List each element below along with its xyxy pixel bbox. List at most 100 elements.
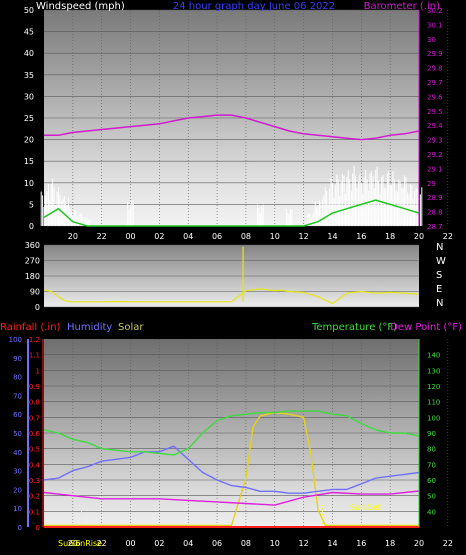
compass-label: N xyxy=(436,242,443,253)
wind-tick-label: 5 xyxy=(29,200,34,209)
humidity-tick-label: 0 xyxy=(18,524,22,532)
rain-tick-label: 0.3 xyxy=(29,477,40,485)
date-marker-label: Sun 5 xyxy=(58,539,81,548)
temp-tick-label: 100 xyxy=(427,414,440,422)
humidity-tick-label: 100 xyxy=(9,336,22,344)
wind-axes: 0 5 10 15 20 25 30 35 40 45 50 20 22 00 02 04 06 08 10 12 14… xyxy=(24,6,453,241)
wind-x-tick-label: 22 xyxy=(443,232,453,241)
solar-axis-label: Solar xyxy=(118,322,144,333)
barometer-line xyxy=(44,114,420,141)
barometer-tick-label: 29 xyxy=(427,180,436,188)
wind-tick-label: 45 xyxy=(24,28,34,37)
barometer-tick-label: 28.7 xyxy=(427,223,443,231)
wind-x-tick-label: 08 xyxy=(241,232,251,241)
direction-tick-label: 180 xyxy=(25,272,40,281)
barometer-tick-label: 29.1 xyxy=(427,165,443,173)
wind-average-line xyxy=(43,199,420,227)
barometer-axis-label: Barometer (.in) xyxy=(364,1,440,12)
wind-x-tick-label: 14 xyxy=(327,232,337,241)
humidity-tick-label: 20 xyxy=(13,486,22,494)
rain-tick-label: 0.6 xyxy=(29,430,41,438)
rain-tick-label: 1.2 xyxy=(29,336,40,344)
wind-axis-label: Windspeed (mph) xyxy=(36,1,125,12)
rain-tick-label: 0.7 xyxy=(29,414,40,422)
wind-tick-label: 35 xyxy=(24,71,34,80)
humidity-tick-label: 10 xyxy=(13,505,22,513)
temp-tick-label: 70 xyxy=(427,461,436,469)
temp-tick-label: 110 xyxy=(427,399,440,407)
compass-label: N xyxy=(436,298,443,309)
temp-x-tick-label: 02 xyxy=(154,539,164,548)
humidity-tick-label: 80 xyxy=(13,374,22,382)
temp-tick-label: 90 xyxy=(427,430,436,438)
humidity-tick-label: 30 xyxy=(13,468,22,476)
sunrise-label: SunRise xyxy=(70,539,102,548)
barometer-tick-label: 29.4 xyxy=(427,122,443,130)
temp-x-tick-label: 06 xyxy=(212,539,222,548)
temp-x-tick-label: 22 xyxy=(443,539,453,548)
temp-tick-label: 50 xyxy=(427,493,436,501)
humidity-tick-label: 70 xyxy=(13,392,22,400)
dewpoint-line xyxy=(43,490,420,506)
barometer-tick-label: 29.7 xyxy=(427,79,443,87)
direction-tick-label: 0 xyxy=(35,303,40,312)
temp-tick-label: 40 xyxy=(427,508,436,516)
solar-line xyxy=(44,411,419,527)
wind-tick-label: 20 xyxy=(24,136,34,145)
humidity-tick-label: 50 xyxy=(13,430,22,438)
temp-x-tick-label: 04 xyxy=(183,539,193,548)
temp-tick-label: 140 xyxy=(427,352,440,360)
temp-x-tick-label: 12 xyxy=(299,539,309,548)
temp-x-tick-label: 08 xyxy=(241,539,251,548)
humidity-tick-label: 90 xyxy=(13,355,22,363)
temp-x-tick-label: 18 xyxy=(385,539,395,548)
wind-tick-label: 0 xyxy=(29,222,34,231)
direction-tick-label: 90 xyxy=(30,288,40,297)
temp-tick-label: 130 xyxy=(427,367,440,375)
temp-x-tick-label: 20 xyxy=(68,539,78,548)
barometer-tick-label: 29.9 xyxy=(427,50,443,58)
wind-x-tick-label: 10 xyxy=(270,232,280,241)
chart-title: 24 hour graph day June 06 2022 xyxy=(173,1,335,12)
barometer-tick-label: 29.8 xyxy=(427,65,443,73)
compass-label: S xyxy=(436,270,442,281)
rainfall-axis-label: Rainfall (.in) xyxy=(0,322,61,333)
barometer-tick-label: 29.3 xyxy=(427,137,443,145)
temp-tick-label: 60 xyxy=(427,477,436,485)
direction-grid xyxy=(44,244,419,308)
barometer-tick-label: 29.2 xyxy=(427,151,443,159)
temp-x-tick-label: 20 xyxy=(414,539,424,548)
rain-tick-label: 0.2 xyxy=(29,493,40,501)
humidity-axis-label: Humidity xyxy=(67,322,112,333)
rain-tick-label: 1 xyxy=(36,367,40,375)
sunset-label: Sun Set xyxy=(350,503,381,512)
temp-tick-label: 80 xyxy=(427,446,436,454)
barometer-tick-label: 28.8 xyxy=(427,209,443,217)
wind-x-tick-label: 04 xyxy=(183,232,193,241)
rain-tick-label: 1.1 xyxy=(29,352,40,360)
wind-x-tick-label: 20 xyxy=(414,232,424,241)
barometer-tick-label: 29.6 xyxy=(427,93,443,101)
wind-tick-label: 10 xyxy=(24,179,34,188)
temp-tick-label: 120 xyxy=(427,383,440,391)
temp-x-tick-label: 00 xyxy=(125,539,135,548)
humidity-line xyxy=(43,445,420,494)
direction-tick-label: 270 xyxy=(25,257,40,266)
barometer-tick-label: 30 xyxy=(427,36,436,44)
compass-label: W xyxy=(436,256,446,267)
temp-x-tick-label: 16 xyxy=(356,539,366,548)
barometer-tick-label: 28.9 xyxy=(427,194,443,202)
temp-x-tick-label: 14 xyxy=(327,539,337,548)
rain-tick-label: 0 xyxy=(36,524,40,532)
dewpoint-axis-label: Dew Point (°F) xyxy=(390,322,462,333)
wind-x-tick-label: 16 xyxy=(356,232,366,241)
barometer-tick-label: 29.5 xyxy=(427,108,443,116)
wind-x-tick-label: 06 xyxy=(212,232,222,241)
wind-x-tick-label: 12 xyxy=(299,232,309,241)
direction-tick-label: 360 xyxy=(25,241,40,250)
wind-tick-label: 25 xyxy=(24,114,34,123)
direction-series xyxy=(43,246,420,305)
wind-tick-label: 30 xyxy=(24,92,34,101)
